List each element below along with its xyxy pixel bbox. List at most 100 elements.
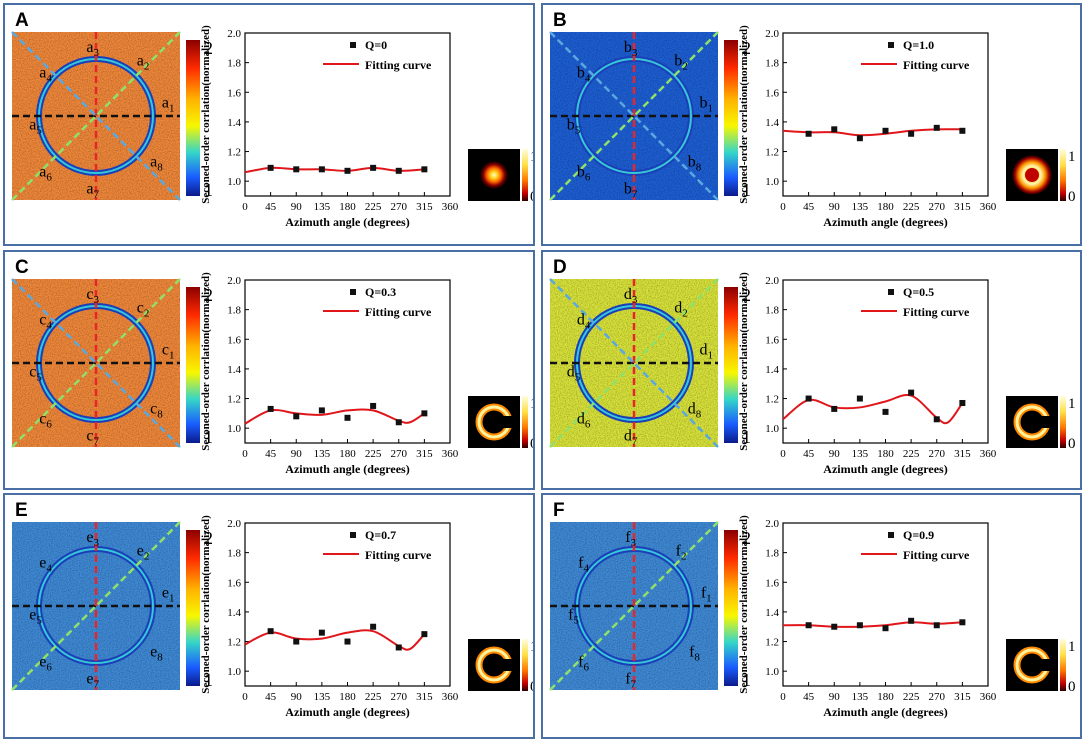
- x-tick-label: 225: [365, 201, 382, 213]
- position-letter: c: [137, 300, 144, 317]
- legend-marker-data: [350, 289, 356, 295]
- position-label: f4: [578, 554, 589, 574]
- data-point: [267, 405, 274, 412]
- position-index: 7: [93, 678, 99, 690]
- y-axis-label: Seconed-order corrlation(normalized): [200, 272, 212, 451]
- x-axis-label: Azimuth angle (degrees): [285, 705, 409, 719]
- x-tick-label: 225: [903, 201, 920, 213]
- legend-label-q: Q=0.9: [903, 528, 934, 542]
- position-label: f2: [676, 543, 687, 563]
- small-colorbar: [522, 396, 528, 448]
- y-tick-label: 1.2: [227, 147, 241, 159]
- panel-label: D: [553, 257, 567, 278]
- data-point: [882, 625, 889, 632]
- position-label: a1: [162, 95, 175, 115]
- legend-label-fit: Fitting curve: [903, 548, 970, 562]
- small-colorbar: [1060, 149, 1066, 201]
- position-label: b3: [624, 39, 638, 59]
- position-index: 8: [696, 161, 702, 173]
- position-label: a2: [137, 53, 150, 73]
- x-tick-label: 360: [980, 448, 997, 460]
- position-letter: b: [688, 153, 696, 170]
- colorbar: [186, 287, 200, 443]
- position-label: d8: [688, 400, 702, 420]
- position-label: e7: [86, 670, 99, 690]
- legend-marker-data: [350, 532, 356, 538]
- position-index: 8: [694, 651, 700, 663]
- y-axis-label: Seconed-order corrlation(normalized): [738, 272, 750, 451]
- data-point: [831, 126, 838, 133]
- position-letter: f: [578, 554, 584, 571]
- y-tick-label: 1.0: [765, 423, 779, 435]
- small-colorbar-tick-min: 0: [530, 679, 533, 695]
- data-point: [933, 416, 940, 423]
- x-tick-label: 225: [903, 691, 920, 703]
- y-tick-label: 1.2: [227, 394, 241, 406]
- data-point: [959, 619, 966, 626]
- position-letter: d: [624, 286, 632, 303]
- position-letter: a: [150, 153, 157, 170]
- position-letter: a: [29, 116, 36, 133]
- y-tick-label: 1.0: [227, 666, 241, 678]
- data-point: [856, 622, 863, 629]
- position-label: e3: [86, 529, 99, 549]
- position-letter: d: [577, 410, 585, 427]
- position-index: 7: [632, 435, 638, 447]
- position-letter: d: [699, 342, 707, 359]
- x-tick-label: 0: [242, 448, 248, 460]
- data-point: [856, 135, 863, 142]
- position-index: 6: [585, 418, 591, 430]
- position-letter: b: [624, 180, 632, 197]
- position-label: e6: [39, 653, 52, 673]
- position-letter: b: [624, 39, 632, 56]
- small-colorbar-tick-max: 1: [530, 149, 533, 165]
- data-point: [831, 623, 838, 630]
- x-tick-label: 180: [877, 691, 894, 703]
- position-letter: c: [39, 311, 46, 328]
- x-tick-label: 0: [780, 448, 786, 460]
- position-label: c6: [39, 410, 52, 430]
- y-tick-label: 1.8: [765, 58, 779, 70]
- data-point: [831, 405, 838, 412]
- position-index: 2: [681, 551, 687, 563]
- data-point: [370, 402, 377, 409]
- data-point: [395, 644, 402, 651]
- colorbar-tick-max: 2: [742, 38, 751, 58]
- position-index: 1: [169, 593, 175, 605]
- position-index: 2: [144, 551, 150, 563]
- position-index: 4: [46, 562, 52, 574]
- panel-label: A: [15, 10, 29, 31]
- y-tick-label: 1.6: [765, 87, 779, 99]
- position-label: e4: [39, 554, 52, 574]
- colorbar-tick-min: 1: [742, 180, 751, 200]
- position-label: d6: [577, 410, 591, 430]
- position-label: d1: [699, 342, 713, 362]
- data-point: [882, 408, 889, 415]
- colorbar: [186, 530, 200, 686]
- legend-marker-data: [888, 42, 894, 48]
- fitting-curve: [244, 408, 425, 425]
- position-label: c3: [86, 286, 99, 306]
- y-tick-label: 1.0: [227, 176, 241, 188]
- y-tick-label: 1.6: [227, 577, 241, 589]
- x-tick-label: 135: [852, 448, 869, 460]
- data-point: [805, 395, 812, 402]
- antidiagonal-dashed-line: [549, 278, 719, 448]
- x-tick-label: 270: [391, 201, 408, 213]
- position-letter: f: [676, 543, 682, 560]
- position-label: e5: [29, 606, 42, 626]
- mode-gap: [1036, 416, 1052, 428]
- small-colorbar-tick-max: 1: [1068, 639, 1076, 655]
- y-tick-label: 1.0: [765, 176, 779, 188]
- x-tick-label: 45: [265, 201, 277, 213]
- data-point: [344, 167, 351, 174]
- legend-marker-data: [888, 532, 894, 538]
- position-letter: b: [577, 64, 585, 81]
- colorbar-tick-max: 2: [742, 285, 751, 305]
- position-label: f7: [625, 670, 636, 690]
- position-label: c1: [162, 342, 175, 362]
